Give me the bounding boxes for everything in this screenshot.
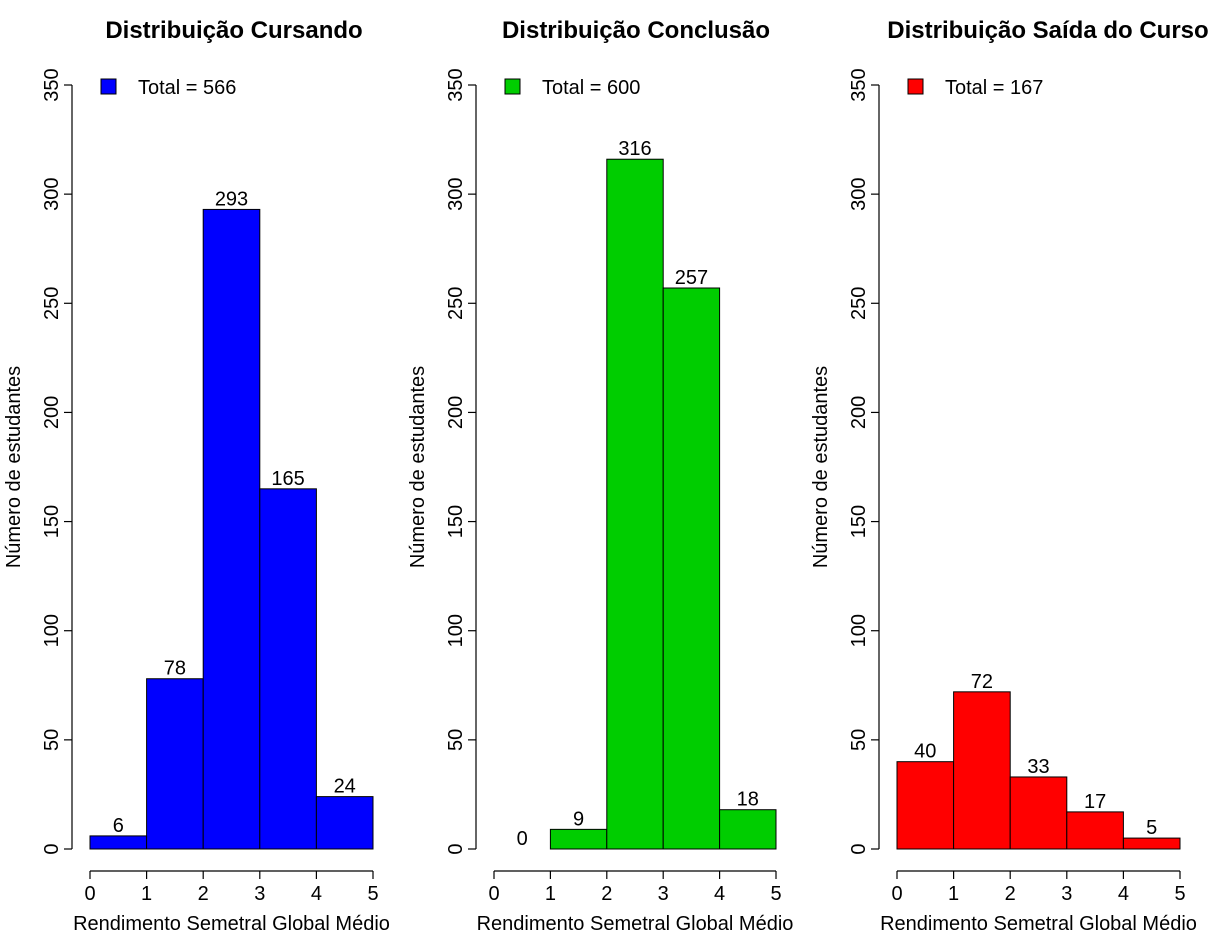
x-tick-label: 4 bbox=[311, 883, 322, 905]
y-tick-label: 250 bbox=[445, 287, 467, 320]
legend-label: Total = 566 bbox=[138, 77, 236, 99]
x-axis-label: Rendimento Semetral Global Médio bbox=[477, 913, 794, 935]
y-tick-label: 250 bbox=[41, 287, 63, 320]
y-axis-label: Número de estudantes bbox=[407, 366, 429, 568]
bar bbox=[1122, 837, 1181, 850]
x-tick-label: 1 bbox=[141, 883, 152, 905]
chart-title: Distribuição Conclusão bbox=[502, 17, 770, 44]
y-axis-label: Número de estudantes bbox=[810, 366, 832, 568]
legend-label: Total = 600 bbox=[542, 77, 640, 99]
y-tick-label: 350 bbox=[445, 68, 467, 101]
x-axis-label: Rendimento Semetral Global Médio bbox=[880, 913, 1197, 935]
y-tick-label: 150 bbox=[445, 505, 467, 538]
legend-swatch bbox=[907, 78, 924, 95]
bar bbox=[315, 796, 374, 850]
bar bbox=[549, 828, 608, 850]
y-axis-label: Número de estudantes bbox=[3, 366, 25, 568]
y-tick-label: 150 bbox=[41, 505, 63, 538]
y-tick-label: 0 bbox=[848, 843, 870, 854]
chart-panel-2: Distribuição Conclusão093162571805010015… bbox=[407, 17, 793, 935]
x-tick-label: 0 bbox=[488, 883, 499, 905]
x-tick-label: 5 bbox=[367, 883, 378, 905]
y-tick-label: 200 bbox=[848, 396, 870, 429]
legend-swatch bbox=[100, 78, 117, 95]
x-tick-label: 0 bbox=[84, 883, 95, 905]
bar-value-label: 17 bbox=[1084, 791, 1106, 813]
chart-panel-3: Distribuição Saída do Curso4072331750501… bbox=[810, 17, 1209, 935]
bar bbox=[719, 809, 777, 850]
y-tick-label: 0 bbox=[445, 843, 467, 854]
x-tick-label: 3 bbox=[658, 883, 669, 905]
bar bbox=[1066, 811, 1124, 850]
y-tick-label: 350 bbox=[41, 68, 63, 101]
y-tick-label: 50 bbox=[41, 729, 63, 751]
y-tick-label: 350 bbox=[848, 68, 870, 101]
y-tick-label: 200 bbox=[445, 396, 467, 429]
x-tick-label: 5 bbox=[770, 883, 781, 905]
x-tick-label: 5 bbox=[1174, 883, 1185, 905]
bar-value-label: 0 bbox=[517, 828, 528, 850]
x-axis-label: Rendimento Semetral Global Médio bbox=[73, 913, 390, 935]
x-tick-label: 2 bbox=[1005, 883, 1016, 905]
bar bbox=[202, 208, 261, 850]
chart-title: Distribuição Saída do Curso bbox=[887, 17, 1208, 44]
y-tick-label: 100 bbox=[445, 614, 467, 647]
bar-value-label: 78 bbox=[164, 658, 186, 680]
bar bbox=[259, 488, 317, 850]
x-tick-label: 2 bbox=[198, 883, 209, 905]
bar bbox=[953, 691, 1011, 850]
bar bbox=[146, 678, 204, 850]
bar bbox=[1009, 776, 1068, 850]
legend-swatch bbox=[504, 78, 521, 95]
y-tick-label: 250 bbox=[848, 287, 870, 320]
chart-title: Distribuição Cursando bbox=[105, 17, 362, 44]
x-tick-label: 0 bbox=[891, 883, 902, 905]
bar-value-label: 24 bbox=[334, 776, 356, 798]
chart-panel-1: Distribuição Cursando6782931652405010015… bbox=[3, 17, 390, 935]
y-tick-label: 50 bbox=[445, 729, 467, 751]
x-tick-label: 4 bbox=[1118, 883, 1129, 905]
bar bbox=[89, 835, 148, 850]
bar-value-label: 316 bbox=[618, 138, 651, 160]
y-tick-label: 300 bbox=[445, 177, 467, 210]
x-tick-label: 4 bbox=[714, 883, 725, 905]
y-tick-label: 100 bbox=[848, 614, 870, 647]
bar bbox=[606, 158, 664, 850]
bar-value-label: 293 bbox=[215, 188, 248, 210]
bar-value-label: 165 bbox=[271, 468, 304, 490]
y-tick-label: 0 bbox=[41, 843, 63, 854]
bar-value-label: 5 bbox=[1146, 817, 1157, 839]
x-tick-label: 3 bbox=[254, 883, 265, 905]
bar-value-label: 9 bbox=[573, 808, 584, 830]
x-tick-label: 1 bbox=[948, 883, 959, 905]
bar-value-label: 18 bbox=[737, 789, 759, 811]
bar-value-label: 257 bbox=[675, 267, 708, 289]
y-tick-label: 200 bbox=[41, 396, 63, 429]
y-tick-label: 300 bbox=[41, 177, 63, 210]
y-tick-label: 50 bbox=[848, 729, 870, 751]
bar-value-label: 40 bbox=[914, 741, 936, 763]
bar bbox=[662, 287, 721, 850]
bar-value-label: 72 bbox=[971, 671, 993, 693]
x-tick-label: 2 bbox=[601, 883, 612, 905]
bar bbox=[896, 761, 955, 850]
y-tick-label: 300 bbox=[848, 177, 870, 210]
legend-label: Total = 167 bbox=[945, 77, 1043, 99]
y-tick-label: 150 bbox=[848, 505, 870, 538]
y-tick-label: 100 bbox=[41, 614, 63, 647]
x-tick-label: 1 bbox=[545, 883, 556, 905]
bar-value-label: 6 bbox=[113, 815, 124, 837]
bar-value-label: 33 bbox=[1027, 756, 1049, 778]
x-tick-label: 3 bbox=[1061, 883, 1072, 905]
